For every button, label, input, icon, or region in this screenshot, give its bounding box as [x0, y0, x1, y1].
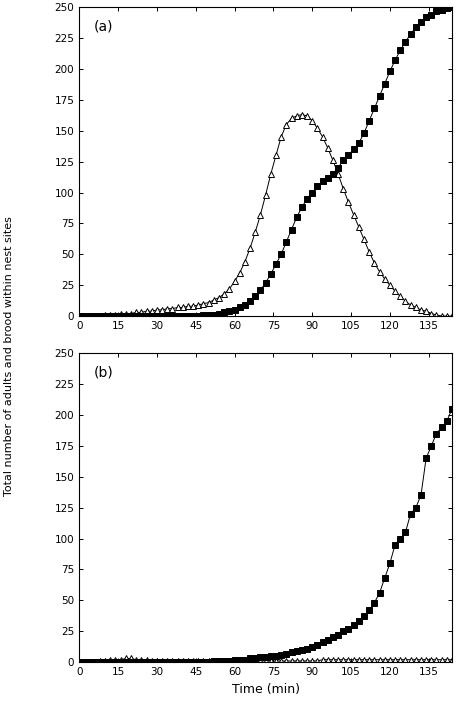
Text: (a): (a) — [94, 19, 114, 33]
Text: (b): (b) — [94, 365, 114, 379]
Text: Total number of adults and brood within nest sites: Total number of adults and brood within … — [4, 216, 14, 496]
X-axis label: Time (min): Time (min) — [232, 683, 300, 696]
